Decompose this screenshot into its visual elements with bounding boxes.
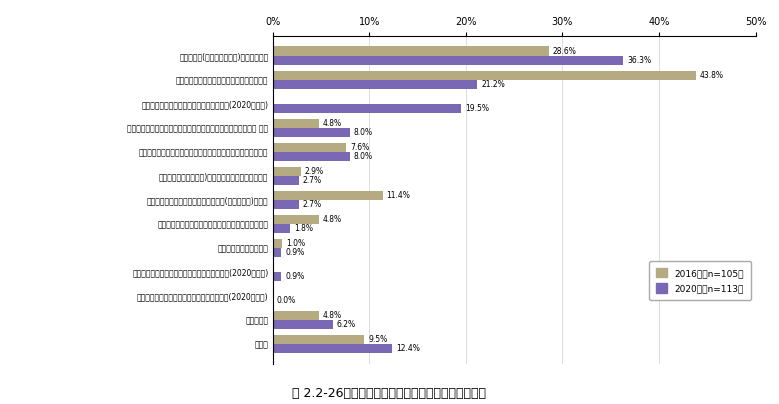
Text: 0.9%: 0.9% <box>285 272 305 281</box>
Bar <box>273 248 281 257</box>
Bar <box>273 71 696 80</box>
Text: 6.2%: 6.2% <box>337 320 355 329</box>
Text: 4.8%: 4.8% <box>323 311 342 320</box>
Bar <box>273 272 281 281</box>
Text: 19.5%: 19.5% <box>465 104 489 113</box>
Text: 9.5%: 9.5% <box>368 335 387 344</box>
Bar <box>273 46 549 56</box>
Bar <box>273 344 393 354</box>
Legend: 2016年（n=105）, 2020年（n=113）: 2016年（n=105）, 2020年（n=113） <box>649 261 751 300</box>
Bar <box>273 191 382 200</box>
Text: 21.2%: 21.2% <box>481 80 505 89</box>
Bar <box>273 215 319 224</box>
Text: 4.8%: 4.8% <box>323 119 342 128</box>
Text: 1.0%: 1.0% <box>286 239 305 248</box>
Text: 1.8%: 1.8% <box>294 224 313 233</box>
Text: 12.4%: 12.4% <box>397 345 420 354</box>
Bar <box>273 128 350 137</box>
Bar <box>273 56 623 65</box>
Text: 0.0%: 0.0% <box>277 296 296 305</box>
Bar <box>273 143 346 152</box>
Bar <box>273 104 461 113</box>
Text: 7.6%: 7.6% <box>350 143 369 152</box>
Bar <box>273 167 301 176</box>
Bar <box>273 335 365 344</box>
Text: 8.0%: 8.0% <box>354 128 373 137</box>
Text: 4.8%: 4.8% <box>323 215 342 224</box>
Text: 28.6%: 28.6% <box>553 46 576 55</box>
Text: 2.9%: 2.9% <box>305 167 323 176</box>
Text: 0.9%: 0.9% <box>285 248 305 257</box>
Text: 43.8%: 43.8% <box>700 71 724 80</box>
Text: 8.0%: 8.0% <box>354 152 373 161</box>
Bar <box>273 152 350 161</box>
Bar <box>273 311 319 320</box>
Bar <box>273 239 282 248</box>
Bar <box>273 200 298 209</box>
Bar <box>273 224 290 233</box>
Bar <box>273 119 319 128</box>
Text: 2.7%: 2.7% <box>302 176 322 185</box>
Bar <box>273 80 478 89</box>
Bar <box>273 320 333 329</box>
Text: 2.7%: 2.7% <box>302 200 322 209</box>
Text: 図 2.2-26　営業秘密の漏えいルート　（経年比較）: 図 2.2-26 営業秘密の漏えいルート （経年比較） <box>292 387 487 400</box>
Bar <box>273 176 298 185</box>
Text: 36.3%: 36.3% <box>627 56 651 65</box>
Text: 11.4%: 11.4% <box>386 191 411 200</box>
